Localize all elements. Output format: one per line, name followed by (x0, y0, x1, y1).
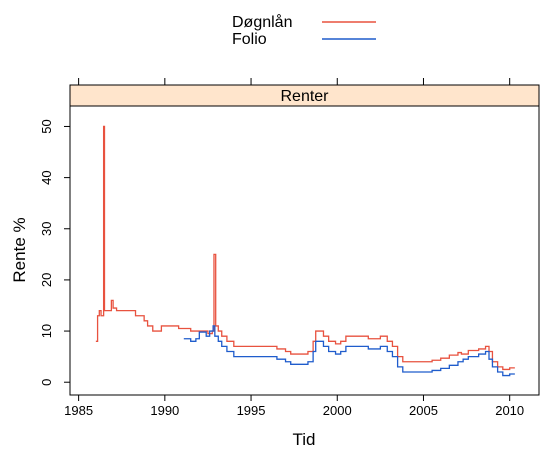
x-tick-label-1990: 1990 (150, 403, 179, 418)
y-tick-label-10: 10 (39, 324, 54, 338)
plot-panel (69, 105, 540, 396)
y-tick-label-30: 30 (39, 222, 54, 236)
series-layer (95, 125, 515, 377)
x-tick-label-2000: 2000 (323, 403, 352, 418)
x-axis-title: Tid (293, 430, 316, 449)
y-tick-label-0: 0 (39, 379, 54, 386)
x-tick-label-1995: 1995 (237, 403, 266, 418)
legend-label-dognlan: Døgnlån (232, 13, 292, 31)
y-tick-label-40: 40 (39, 170, 54, 184)
series-line-folio (183, 325, 515, 377)
x-tick-label-2010: 2010 (495, 403, 524, 418)
x-tick-label-2005: 2005 (409, 403, 438, 418)
x-axis: 1985 1990 1995 2000 2005 2010 (64, 395, 524, 418)
y-tick-label-50: 50 (39, 119, 54, 133)
legend: Døgnlån Folio (232, 13, 376, 48)
strip-title: Renter (280, 88, 329, 105)
legend-label-folio: Folio (232, 31, 267, 48)
series-line-dognlan (95, 125, 515, 371)
strip-header: Renter (69, 84, 540, 107)
y-tick-label-20: 20 (39, 273, 54, 287)
y-axis: 0 10 20 30 40 50 (39, 119, 70, 386)
x-tick-label-1985: 1985 (64, 403, 93, 418)
top-tick-marks (78, 78, 511, 85)
y-axis-title: Rente % (10, 217, 29, 282)
